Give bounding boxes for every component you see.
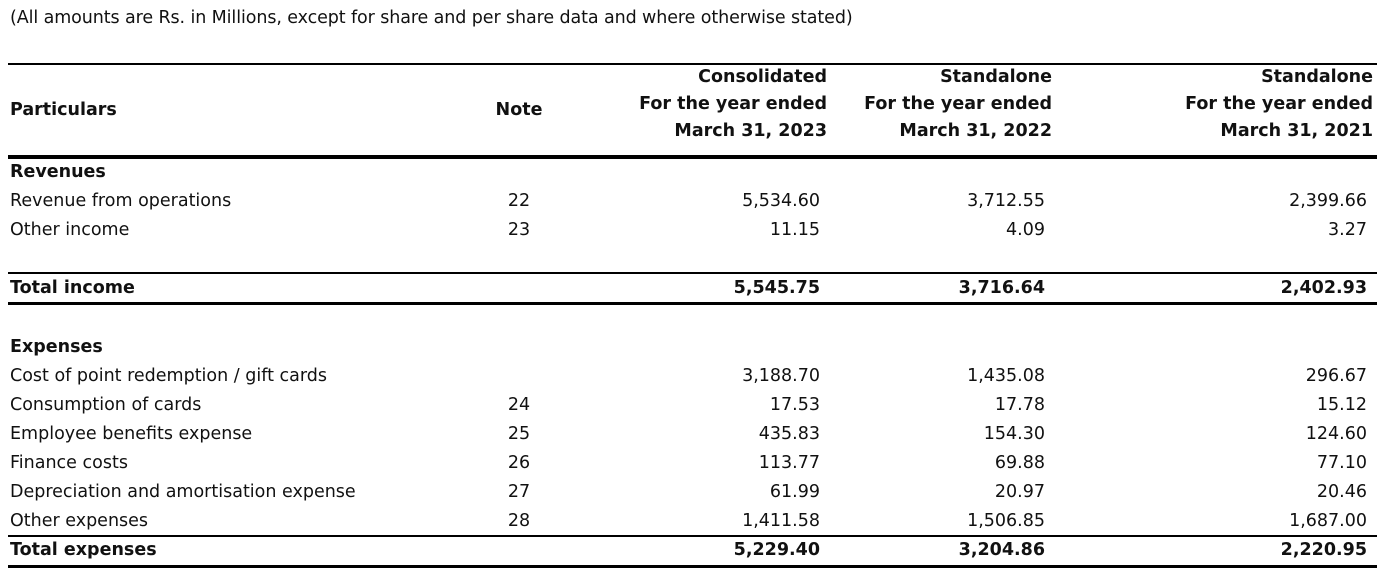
header-bottom-rule	[8, 155, 1377, 159]
header-col1-line3: March 31, 2023	[674, 121, 827, 141]
table-row-employee-benefits: Employee benefits expense 25 435.83 154.…	[0, 420, 1384, 449]
row-label: Consumption of cards	[10, 395, 202, 415]
row-value-2023: 5,229.40	[733, 540, 820, 560]
row-note: 22	[507, 191, 531, 211]
row-label: Depreciation and amortisation expense	[10, 482, 356, 502]
total-expenses-bottom-rule	[8, 565, 1377, 568]
row-label: Finance costs	[10, 453, 128, 473]
row-label: Cost of point redemption / gift cards	[10, 366, 327, 386]
table-row-revenues-heading: Revenues	[0, 158, 1384, 187]
row-value-2021: 296.67	[1305, 366, 1367, 386]
row-note: 24	[507, 395, 531, 415]
table-top-rule	[8, 63, 1377, 65]
row-value-2023: 61.99	[769, 482, 820, 502]
table-row-expenses-heading: Expenses	[0, 333, 1384, 362]
table-row-revenue-from-operations: Revenue from operations 22 5,534.60 3,71…	[0, 187, 1384, 216]
row-value-2022: 1,435.08	[967, 366, 1045, 386]
row-value-2021: 15.12	[1316, 395, 1367, 415]
row-value-2021: 124.60	[1305, 424, 1367, 444]
row-note: 27	[507, 482, 531, 502]
table-row-consumption-of-cards: Consumption of cards 24 17.53 17.78 15.1…	[0, 391, 1384, 420]
row-note: 26	[507, 453, 531, 473]
table-row-other-expenses: Other expenses 28 1,411.58 1,506.85 1,68…	[0, 507, 1384, 536]
table-row-cost-of-point-redemption: Cost of point redemption / gift cards 3,…	[0, 362, 1384, 391]
row-value-2022: 3,204.86	[958, 540, 1045, 560]
row-value-2021: 2,402.93	[1280, 278, 1367, 298]
row-value-2022: 3,716.64	[958, 278, 1045, 298]
row-value-2023: 1,411.58	[742, 511, 820, 531]
header-col2-line2: For the year ended	[864, 94, 1052, 114]
row-value-2022: 4.09	[1006, 220, 1045, 240]
row-value-2023: 11.15	[769, 220, 820, 240]
row-value-2023: 17.53	[769, 395, 820, 415]
header-col1-line2: For the year ended	[639, 94, 827, 114]
page-caption: (All amounts are Rs. in Millions, except…	[10, 8, 853, 28]
row-value-2022: 20.97	[994, 482, 1045, 502]
row-note: 23	[507, 220, 531, 240]
row-label: Total expenses	[10, 540, 157, 560]
row-value-2021: 2,220.95	[1280, 540, 1367, 560]
row-label: Revenues	[10, 162, 106, 182]
row-value-2022: 154.30	[983, 424, 1045, 444]
row-value-2023: 113.77	[758, 453, 820, 473]
header-col-standalone-2022: Standalone For the year ended March 31, …	[864, 64, 1052, 145]
row-label: Employee benefits expense	[10, 424, 253, 444]
row-label: Other income	[10, 220, 130, 240]
table-row-finance-costs: Finance costs 26 113.77 69.88 77.10	[0, 449, 1384, 478]
header-col1-line1: Consolidated	[698, 67, 827, 87]
table-row-other-income: Other income 23 11.15 4.09 3.27	[0, 216, 1384, 245]
header-particulars: Particulars	[10, 100, 117, 120]
row-value-2023: 435.83	[758, 424, 820, 444]
row-value-2021: 2,399.66	[1289, 191, 1367, 211]
row-note: 25	[507, 424, 531, 444]
row-value-2021: 77.10	[1316, 453, 1367, 473]
header-note: Note	[495, 100, 543, 120]
table-row-depreciation: Depreciation and amortisation expense 27…	[0, 478, 1384, 507]
table-row-total-income: Total income 5,545.75 3,716.64 2,402.93	[0, 274, 1384, 303]
row-value-2022: 3,712.55	[967, 191, 1045, 211]
row-value-2023: 3,188.70	[742, 366, 820, 386]
row-value-2023: 5,534.60	[742, 191, 820, 211]
total-expenses-top-rule	[8, 535, 1377, 537]
header-col3-line1: Standalone	[1261, 67, 1373, 87]
header-col3-line2: For the year ended	[1185, 94, 1373, 114]
row-value-2022: 17.78	[994, 395, 1045, 415]
header-col3-line3: March 31, 2021	[1220, 121, 1373, 141]
row-label: Total income	[10, 278, 135, 298]
header-col-standalone-2021: Standalone For the year ended March 31, …	[1185, 64, 1373, 145]
row-value-2021: 1,687.00	[1289, 511, 1367, 531]
row-label: Revenue from operations	[10, 191, 232, 211]
row-value-2023: 5,545.75	[733, 278, 820, 298]
row-label: Other expenses	[10, 511, 149, 531]
row-value-2021: 3.27	[1328, 220, 1367, 240]
header-col2-line3: March 31, 2022	[899, 121, 1052, 141]
row-value-2022: 1,506.85	[967, 511, 1045, 531]
table-row-total-expenses: Total expenses 5,229.40 3,204.86 2,220.9…	[0, 536, 1384, 565]
total-income-top-rule	[8, 272, 1377, 274]
row-value-2021: 20.46	[1316, 482, 1367, 502]
header-col-consolidated-2023: Consolidated For the year ended March 31…	[639, 64, 827, 145]
header-col2-line1: Standalone	[940, 67, 1052, 87]
row-value-2022: 69.88	[994, 453, 1045, 473]
total-income-bottom-rule	[8, 302, 1377, 305]
row-label: Expenses	[10, 337, 103, 357]
row-note: 28	[507, 511, 531, 531]
